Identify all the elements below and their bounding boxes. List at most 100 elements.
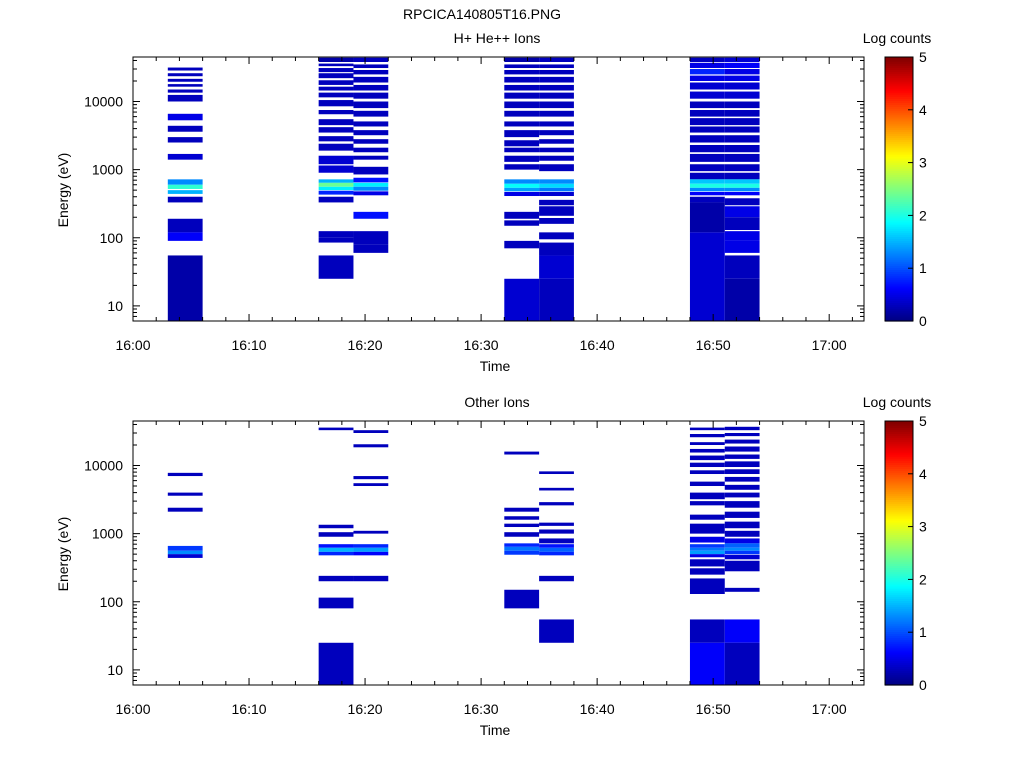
data-cell: [353, 530, 389, 534]
data-cell: [689, 544, 725, 548]
colorbar-segment: [885, 252, 913, 256]
data-cell: [353, 92, 389, 99]
colorbar-segment: [885, 478, 913, 482]
colorbar-segment: [885, 207, 913, 211]
colorbar-segment: [885, 137, 913, 141]
data-cell: [504, 187, 540, 192]
colorbar-segment: [885, 79, 913, 83]
panel-title: H+ He++ Ions: [454, 30, 541, 46]
colorbar-segment: [885, 302, 913, 306]
data-cell: [724, 530, 760, 537]
colorbar-segment: [885, 476, 913, 480]
colorbar-segment: [885, 135, 913, 139]
data-cell: [724, 179, 760, 184]
data-cell: [167, 113, 203, 121]
colorbar-segment: [885, 491, 913, 494]
data-cell: [353, 575, 389, 582]
data-cell: [724, 126, 760, 133]
colorbar-tick-label: 3: [919, 519, 927, 535]
colorbar-segment: [885, 195, 913, 198]
colorbar-segment: [885, 480, 913, 484]
data-cell: [539, 139, 574, 144]
data-cell: [318, 127, 354, 133]
data-cell: [689, 69, 725, 75]
data-cell: [689, 126, 725, 133]
colorbar-segment: [885, 244, 913, 248]
data-cell: [724, 554, 760, 560]
x-tick-label: 16:00: [115, 701, 150, 717]
colorbar-segment: [885, 255, 913, 258]
data-cell: [167, 554, 203, 558]
data-cell: [318, 110, 354, 115]
colorbar-segment: [885, 641, 913, 645]
colorbar-segment: [885, 590, 913, 593]
colorbar-segment: [885, 610, 913, 614]
data-cell: [724, 217, 760, 230]
data-cell: [318, 86, 354, 91]
colorbar-segment: [885, 213, 913, 217]
colorbar-segment: [885, 285, 913, 289]
colorbar-segment: [885, 145, 913, 149]
data-cell: [724, 550, 760, 555]
data-cell: [167, 94, 203, 102]
colorbar-segment: [885, 203, 913, 207]
colorbar-segment: [885, 563, 913, 566]
data-cell: [353, 84, 389, 91]
colorbar-segment: [885, 608, 913, 612]
data-cell: [167, 196, 203, 203]
data-cell: [689, 179, 725, 184]
colorbar-tick-label: 3: [919, 155, 927, 171]
data-cell: [318, 73, 354, 79]
colorbar-segment: [885, 318, 913, 322]
data-cell: [689, 144, 725, 153]
colorbar-segment: [885, 211, 913, 215]
colorbar-segment: [885, 600, 913, 604]
colorbar-tick-label: 0: [919, 313, 927, 329]
colorbar-segment: [885, 627, 913, 630]
data-cell: [724, 164, 760, 172]
colorbar-segment: [885, 425, 913, 428]
data-cell: [724, 62, 760, 69]
data-cell: [167, 179, 203, 185]
data-cell: [689, 427, 725, 431]
colorbar-segment: [885, 263, 913, 266]
data-cell: [167, 84, 203, 87]
data-cell: [318, 575, 354, 582]
colorbar-segment: [885, 261, 913, 264]
colorbar-segment: [885, 226, 913, 229]
data-cell: [689, 101, 725, 109]
y-tick-label: 1000: [92, 162, 123, 178]
data-cell: [689, 135, 725, 143]
colorbar-segment: [885, 118, 913, 122]
colorbar-segment: [885, 482, 913, 486]
data-cell: [318, 544, 354, 548]
data-cell: [724, 433, 760, 437]
colorbar-segment: [885, 104, 913, 108]
data-cell: [504, 546, 540, 551]
colorbar-segment: [885, 489, 913, 492]
data-cell: [689, 470, 725, 475]
data-cell: [539, 64, 574, 69]
colorbar-segment: [885, 464, 913, 467]
data-cell: [318, 551, 354, 556]
colorbar-segment: [885, 441, 913, 445]
colorbar-segment: [885, 656, 913, 659]
data-cell: [504, 84, 540, 91]
x-tick-label: 16:10: [232, 701, 267, 717]
colorbar-frame: [884, 56, 914, 322]
colorbar-segment: [885, 300, 913, 304]
data-cell: [689, 442, 725, 445]
colorbar-segment: [885, 468, 913, 472]
colorbar-segment: [885, 433, 913, 437]
colorbar-segment: [885, 569, 913, 573]
data-cell: [689, 172, 725, 180]
data-cell: [167, 492, 203, 496]
colorbar-segment: [885, 178, 913, 182]
data-cell: [689, 559, 725, 567]
data-cell: [689, 75, 725, 81]
colorbar-segment: [885, 526, 913, 529]
data-cell: [167, 125, 203, 132]
data-cell: [689, 183, 725, 188]
data-cell: [689, 523, 725, 534]
data-cell: [504, 507, 540, 512]
